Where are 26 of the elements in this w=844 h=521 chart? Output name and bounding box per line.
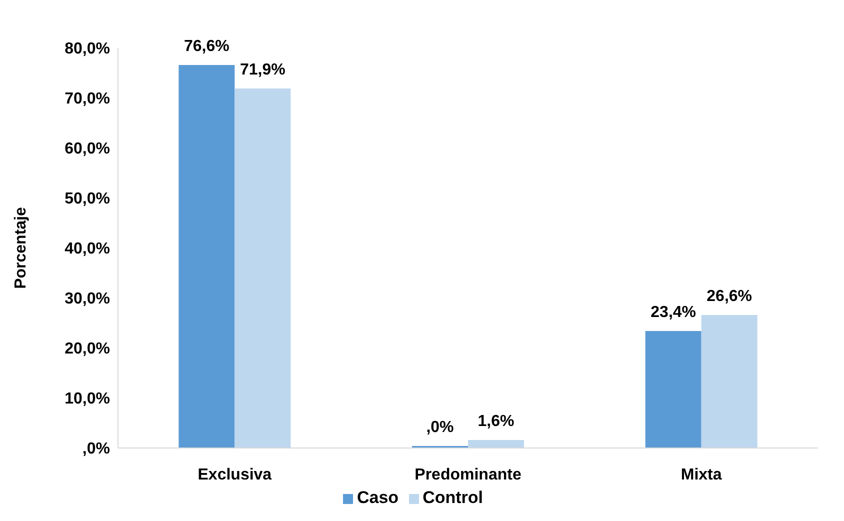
bar	[468, 440, 524, 448]
y-tick-label: 30,0%	[64, 290, 110, 308]
y-tick-label: 10,0%	[64, 390, 110, 408]
y-axis-title: Porcentaje	[12, 206, 30, 289]
bar	[178, 65, 235, 448]
data-label: 71,9%	[240, 62, 286, 78]
y-tick-label: 40,0%	[64, 240, 110, 258]
data-label: ,0%	[426, 419, 454, 436]
y-tick-label: ,0%	[82, 440, 110, 458]
x-tick-label: Predominante	[414, 466, 522, 484]
y-tick-label: 60,0%	[64, 140, 110, 158]
data-label: 76,6%	[184, 38, 230, 55]
data-label: 1,6%	[478, 413, 514, 430]
x-tick-label: Mixta	[680, 466, 722, 484]
y-tick-label: 50,0%	[64, 190, 110, 208]
bar	[701, 315, 758, 448]
data-label: 23,4%	[650, 304, 696, 321]
bar	[234, 88, 291, 448]
legend-label: Caso	[356, 488, 399, 507]
y-tick-label: 20,0%	[64, 340, 110, 358]
data-label: 26,6%	[706, 288, 752, 305]
y-tick-label: 80,0%	[64, 40, 110, 58]
x-tick-label: Exclusiva	[198, 466, 272, 484]
bar	[645, 331, 702, 448]
y-tick-label: 70,0%	[64, 90, 110, 108]
legend-label: Control	[422, 488, 483, 507]
